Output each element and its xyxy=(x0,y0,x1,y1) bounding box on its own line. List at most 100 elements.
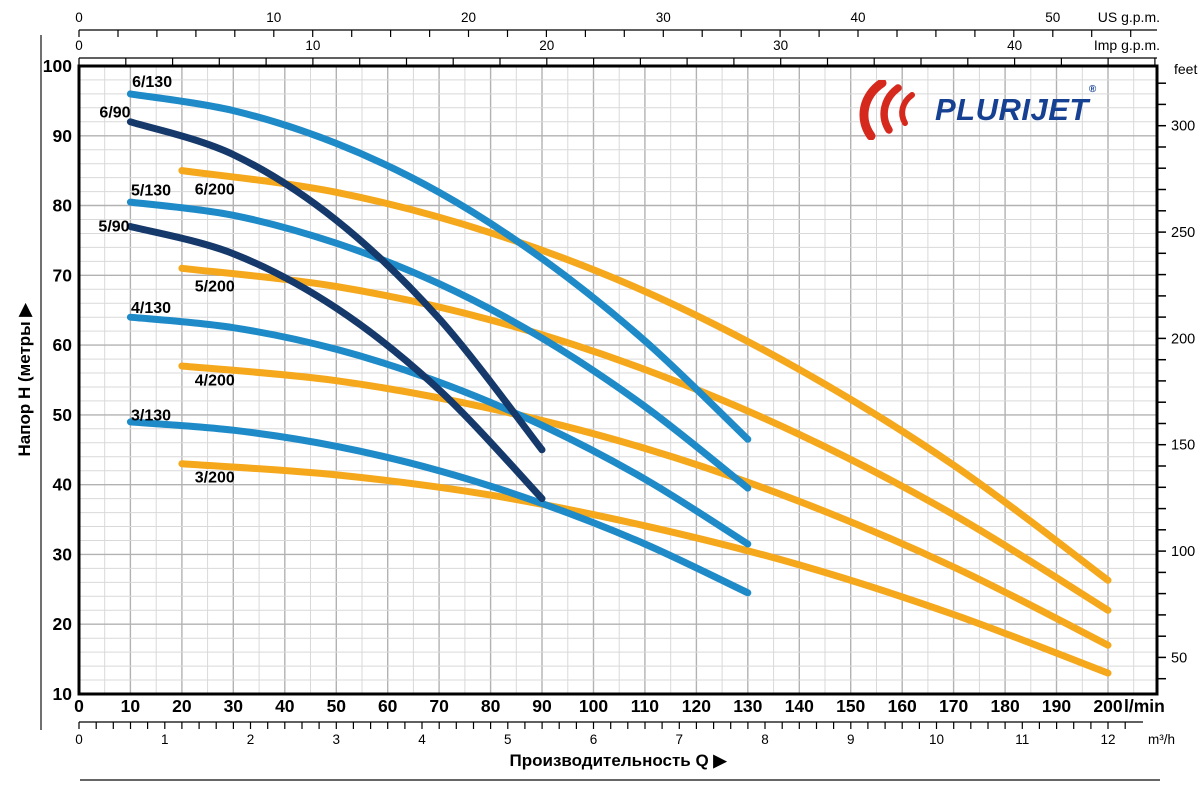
axis-tick-label: 30 xyxy=(224,696,244,716)
axis-tick-label: 30 xyxy=(53,544,73,564)
axis-tick-label: 2 xyxy=(247,732,255,747)
axis-tick-label: 150 xyxy=(1171,438,1195,454)
axis-titles: Производительность Q ▶ Напор H (метры ▶ xyxy=(15,303,727,770)
curves xyxy=(126,90,1112,677)
axis-tick-label: 20 xyxy=(172,696,192,716)
curve-3-130 xyxy=(126,418,752,597)
axis-tick-label: 250 xyxy=(1171,225,1195,241)
axis-us-gpm-unit: US g.p.m. xyxy=(1098,9,1160,25)
axis-tick-label: 40 xyxy=(850,10,865,25)
axis-tick-label: 50 xyxy=(1045,10,1060,25)
curve-5-130 xyxy=(126,198,752,492)
axis-tick-label: 70 xyxy=(429,696,449,716)
axis-tick-label: 0 xyxy=(75,10,83,25)
axis-tick-label: 40 xyxy=(275,696,295,716)
axis-tick-label: 50 xyxy=(1171,650,1187,666)
axis-feet-unit: feet xyxy=(1174,61,1197,77)
axis-tick-label: 10 xyxy=(121,696,141,716)
axis-tick-label: 12 xyxy=(1100,732,1115,747)
curve-label-5-130: 5/130 xyxy=(131,183,171,200)
curve-4-200 xyxy=(178,362,1112,649)
axis-tick-label: 200 xyxy=(1171,331,1195,347)
axis-tick-label: 100 xyxy=(579,696,608,716)
axis-tick-label: 50 xyxy=(53,405,73,425)
axis-tick-label: 0 xyxy=(75,732,83,747)
axis-tick-label: 9 xyxy=(847,732,855,747)
curve-label-3-200: 3/200 xyxy=(195,470,235,487)
curve-4-130 xyxy=(126,313,752,548)
axis-tick-label: 300 xyxy=(1171,119,1195,135)
axis-tick-label: 10 xyxy=(305,38,320,53)
curve-3-200 xyxy=(178,460,1112,677)
curve-label-5-90: 5/90 xyxy=(98,218,129,235)
axis-tick-label: 90 xyxy=(532,696,552,716)
grid xyxy=(79,66,1157,694)
curve-label-6-130: 6/130 xyxy=(132,74,172,91)
curve-label-4-200: 4/200 xyxy=(195,373,235,390)
axis-tick-label: 120 xyxy=(682,696,711,716)
y-axis-title: Напор H (метры ▶ xyxy=(15,303,34,457)
axis-meters: 10 20 30 40 50 60 70 80 90 100 xyxy=(43,56,72,704)
axis-tick-label: 150 xyxy=(836,696,865,716)
curve-6-200 xyxy=(178,167,1112,584)
plurijet-logo: PLURIJET ® xyxy=(846,80,1096,140)
curve-5-90 xyxy=(126,223,546,503)
axis-tick-label: 80 xyxy=(53,196,73,216)
axis-tick-label: 60 xyxy=(53,335,73,355)
axis-tick-label: 90 xyxy=(53,126,73,146)
x-axis-title: Производительность Q ▶ xyxy=(510,751,728,770)
curve-label-4-130: 4/130 xyxy=(131,300,171,317)
axis-m3h-unit: m³/h xyxy=(1148,732,1175,747)
curve-5-200 xyxy=(178,264,1112,614)
axis-feet: 50 100 150 200 250 300 feet xyxy=(1157,61,1197,680)
logo-registered-mark: ® xyxy=(1088,84,1097,95)
logo-swoosh-icon xyxy=(859,80,915,140)
curve-label-6-90: 6/90 xyxy=(99,105,130,122)
axis-tick-label: 3 xyxy=(333,732,341,747)
axis-tick-label: 40 xyxy=(53,475,73,495)
axis-tick-label: 160 xyxy=(888,696,917,716)
axis-imp-gpm: 0 10 20 30 40 Imp g.p.m. xyxy=(75,37,1160,65)
axis-tick-label: 10 xyxy=(929,732,944,747)
curve-6-130 xyxy=(126,90,752,443)
axis-tick-label: 180 xyxy=(990,696,1019,716)
axis-lmin-unit: l/min xyxy=(1124,696,1165,716)
axis-tick-label: 40 xyxy=(1007,38,1022,53)
curve-label-6-200: 6/200 xyxy=(195,181,235,198)
curve-label-5-200: 5/200 xyxy=(195,278,235,295)
axis-tick-label: 20 xyxy=(539,38,554,53)
page-rules xyxy=(40,35,1160,781)
axis-tick-label: 6 xyxy=(590,732,598,747)
axis-tick-label: 80 xyxy=(481,696,501,716)
axis-tick-label: 1 xyxy=(161,732,169,747)
axis-tick-label: 0 xyxy=(74,696,84,716)
logo-text: PLURIJET xyxy=(935,92,1089,127)
axis-tick-label: 0 xyxy=(75,38,83,53)
axis-m3h: 0 1 2 3 4 5 6 7 8 9 10 11 12 m³/h xyxy=(75,721,1175,747)
axis-tick-label: 130 xyxy=(733,696,762,716)
axis-tick-label: 60 xyxy=(378,696,398,716)
axis-tick-label: 10 xyxy=(266,10,281,25)
axis-tick-label: 200 xyxy=(1093,696,1122,716)
axis-tick-label: 100 xyxy=(43,56,72,76)
axis-imp-gpm-unit: Imp g.p.m. xyxy=(1094,37,1160,53)
axis-tick-label: 70 xyxy=(53,265,73,285)
axis-tick-label: 100 xyxy=(1171,544,1195,560)
axis-tick-label: 20 xyxy=(53,614,73,634)
axis-tick-label: 50 xyxy=(327,696,347,716)
axis-tick-label: 5 xyxy=(504,732,512,747)
axis-lmin: 0 10 20 30 40 50 60 70 80 90 100 110 120 130 140 150 160… xyxy=(74,696,1165,716)
curve-label-3-130: 3/130 xyxy=(131,407,171,424)
axis-tick-label: 7 xyxy=(676,732,684,747)
axis-tick-label: 10 xyxy=(53,684,73,704)
axis-tick-label: 170 xyxy=(939,696,968,716)
axis-tick-label: 30 xyxy=(656,10,671,25)
axis-tick-label: 30 xyxy=(773,38,788,53)
axis-tick-label: 110 xyxy=(631,696,659,716)
axis-tick-label: 11 xyxy=(1015,732,1029,747)
axis-tick-label: 190 xyxy=(1042,696,1071,716)
axis-us-gpm: 0 10 20 30 40 50 US g.p.m. xyxy=(75,9,1160,37)
